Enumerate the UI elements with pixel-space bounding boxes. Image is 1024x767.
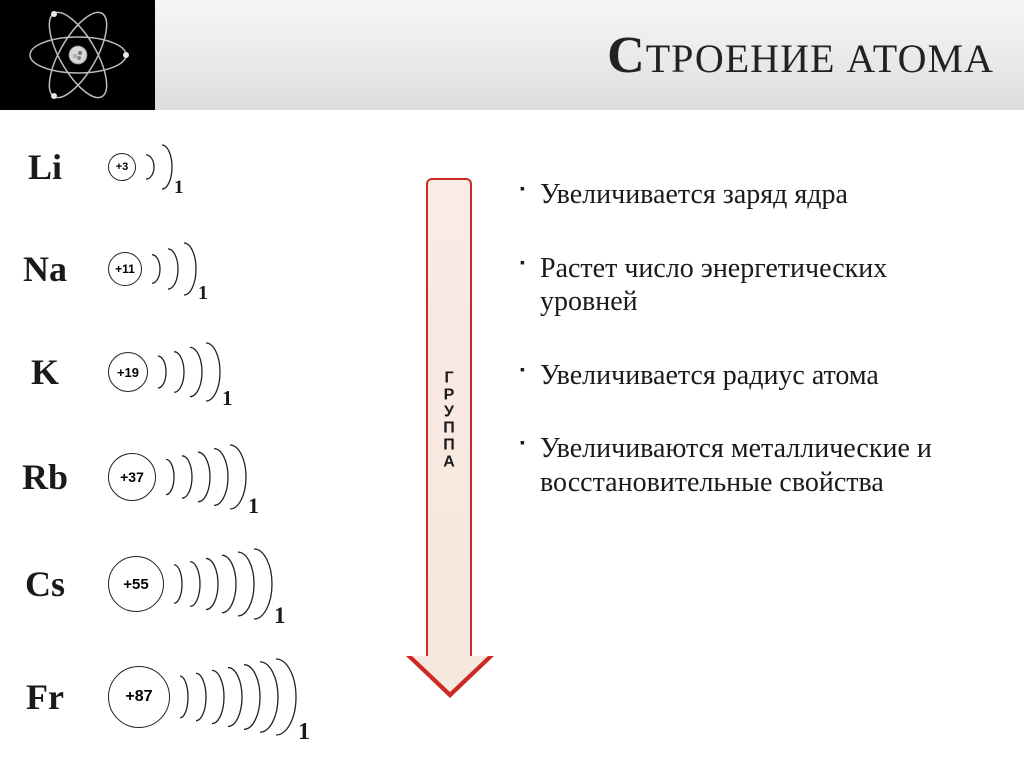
bullet-list: Увеличивается заряд ядра Растет число эне… [520, 178, 990, 540]
electron-shells: 1 [160, 440, 260, 514]
nucleus-charge: +19 [117, 365, 139, 380]
element-row-cs: Cs +55 1 [0, 544, 286, 624]
atom-icon [13, 5, 143, 105]
nucleus: +55 [108, 556, 164, 612]
page-title: СТРОЕНИЕ АТОМА [607, 26, 994, 85]
content: Li +3 1 Na +11 1 K +19 1 Rb +37 1 Cs +55 1 Fr +87 1 ГРУПП… [0, 110, 1024, 767]
header: СТРОЕНИЕ АТОМА [0, 0, 1024, 110]
element-row-na: Na +11 1 [0, 238, 210, 300]
title-rest: ТРОЕНИЕ АТОМА [646, 36, 994, 81]
nucleus-charge: +87 [125, 688, 152, 706]
nucleus: +19 [108, 352, 148, 392]
bullet-item: Увеличиваются металлические и восстанови… [520, 432, 990, 499]
element-symbol: Li [0, 146, 90, 188]
outer-electron-count: 1 [222, 386, 233, 406]
title-cap: С [607, 27, 646, 84]
group-arrow: ГРУППА [426, 186, 472, 656]
bullet-item: Увеличивается радиус атома [520, 359, 990, 393]
element-symbol: K [0, 351, 90, 393]
element-symbol: Na [0, 248, 90, 290]
element-row-k: K +19 1 [0, 338, 234, 406]
outer-electron-count: 1 [274, 603, 286, 624]
element-symbol: Fr [0, 676, 90, 718]
nucleus: +37 [108, 453, 156, 501]
arrow-head-fill [412, 656, 488, 692]
electron-shells: 1 [174, 654, 310, 740]
element-row-li: Li +3 1 [0, 140, 186, 194]
atom-icon-box [0, 0, 155, 110]
nucleus-charge: +55 [123, 576, 148, 593]
electron-shells: 1 [168, 544, 286, 624]
electron-shells: 1 [146, 238, 210, 300]
outer-electron-count: 1 [298, 719, 310, 740]
outer-electron-count: 1 [174, 177, 184, 194]
element-symbol: Rb [0, 456, 90, 498]
element-symbol: Cs [0, 563, 90, 605]
title-bar: СТРОЕНИЕ АТОМА [155, 0, 1024, 110]
nucleus-charge: +3 [116, 161, 129, 173]
arrow-top-cap [426, 178, 472, 190]
outer-electron-count: 1 [248, 493, 259, 514]
electron-shells: 1 [140, 140, 186, 194]
nucleus-charge: +11 [115, 262, 135, 276]
nucleus: +3 [108, 153, 136, 181]
outer-electron-count: 1 [198, 282, 208, 300]
nucleus-charge: +37 [120, 469, 144, 485]
arrow-label: ГРУППА [443, 371, 455, 472]
bullet-item: Растет число энергетических уровней [520, 252, 990, 319]
element-row-fr: Fr +87 1 [0, 654, 310, 740]
nucleus: +11 [108, 252, 142, 286]
bullet-item: Увеличивается заряд ядра [520, 178, 990, 212]
electron-shells: 1 [152, 338, 234, 406]
element-row-rb: Rb +37 1 [0, 440, 260, 514]
nucleus: +87 [108, 666, 170, 728]
